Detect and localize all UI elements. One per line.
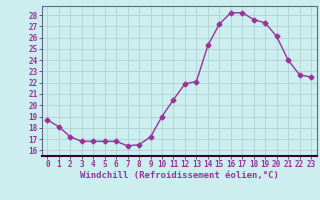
X-axis label: Windchill (Refroidissement éolien,°C): Windchill (Refroidissement éolien,°C) [80, 171, 279, 180]
